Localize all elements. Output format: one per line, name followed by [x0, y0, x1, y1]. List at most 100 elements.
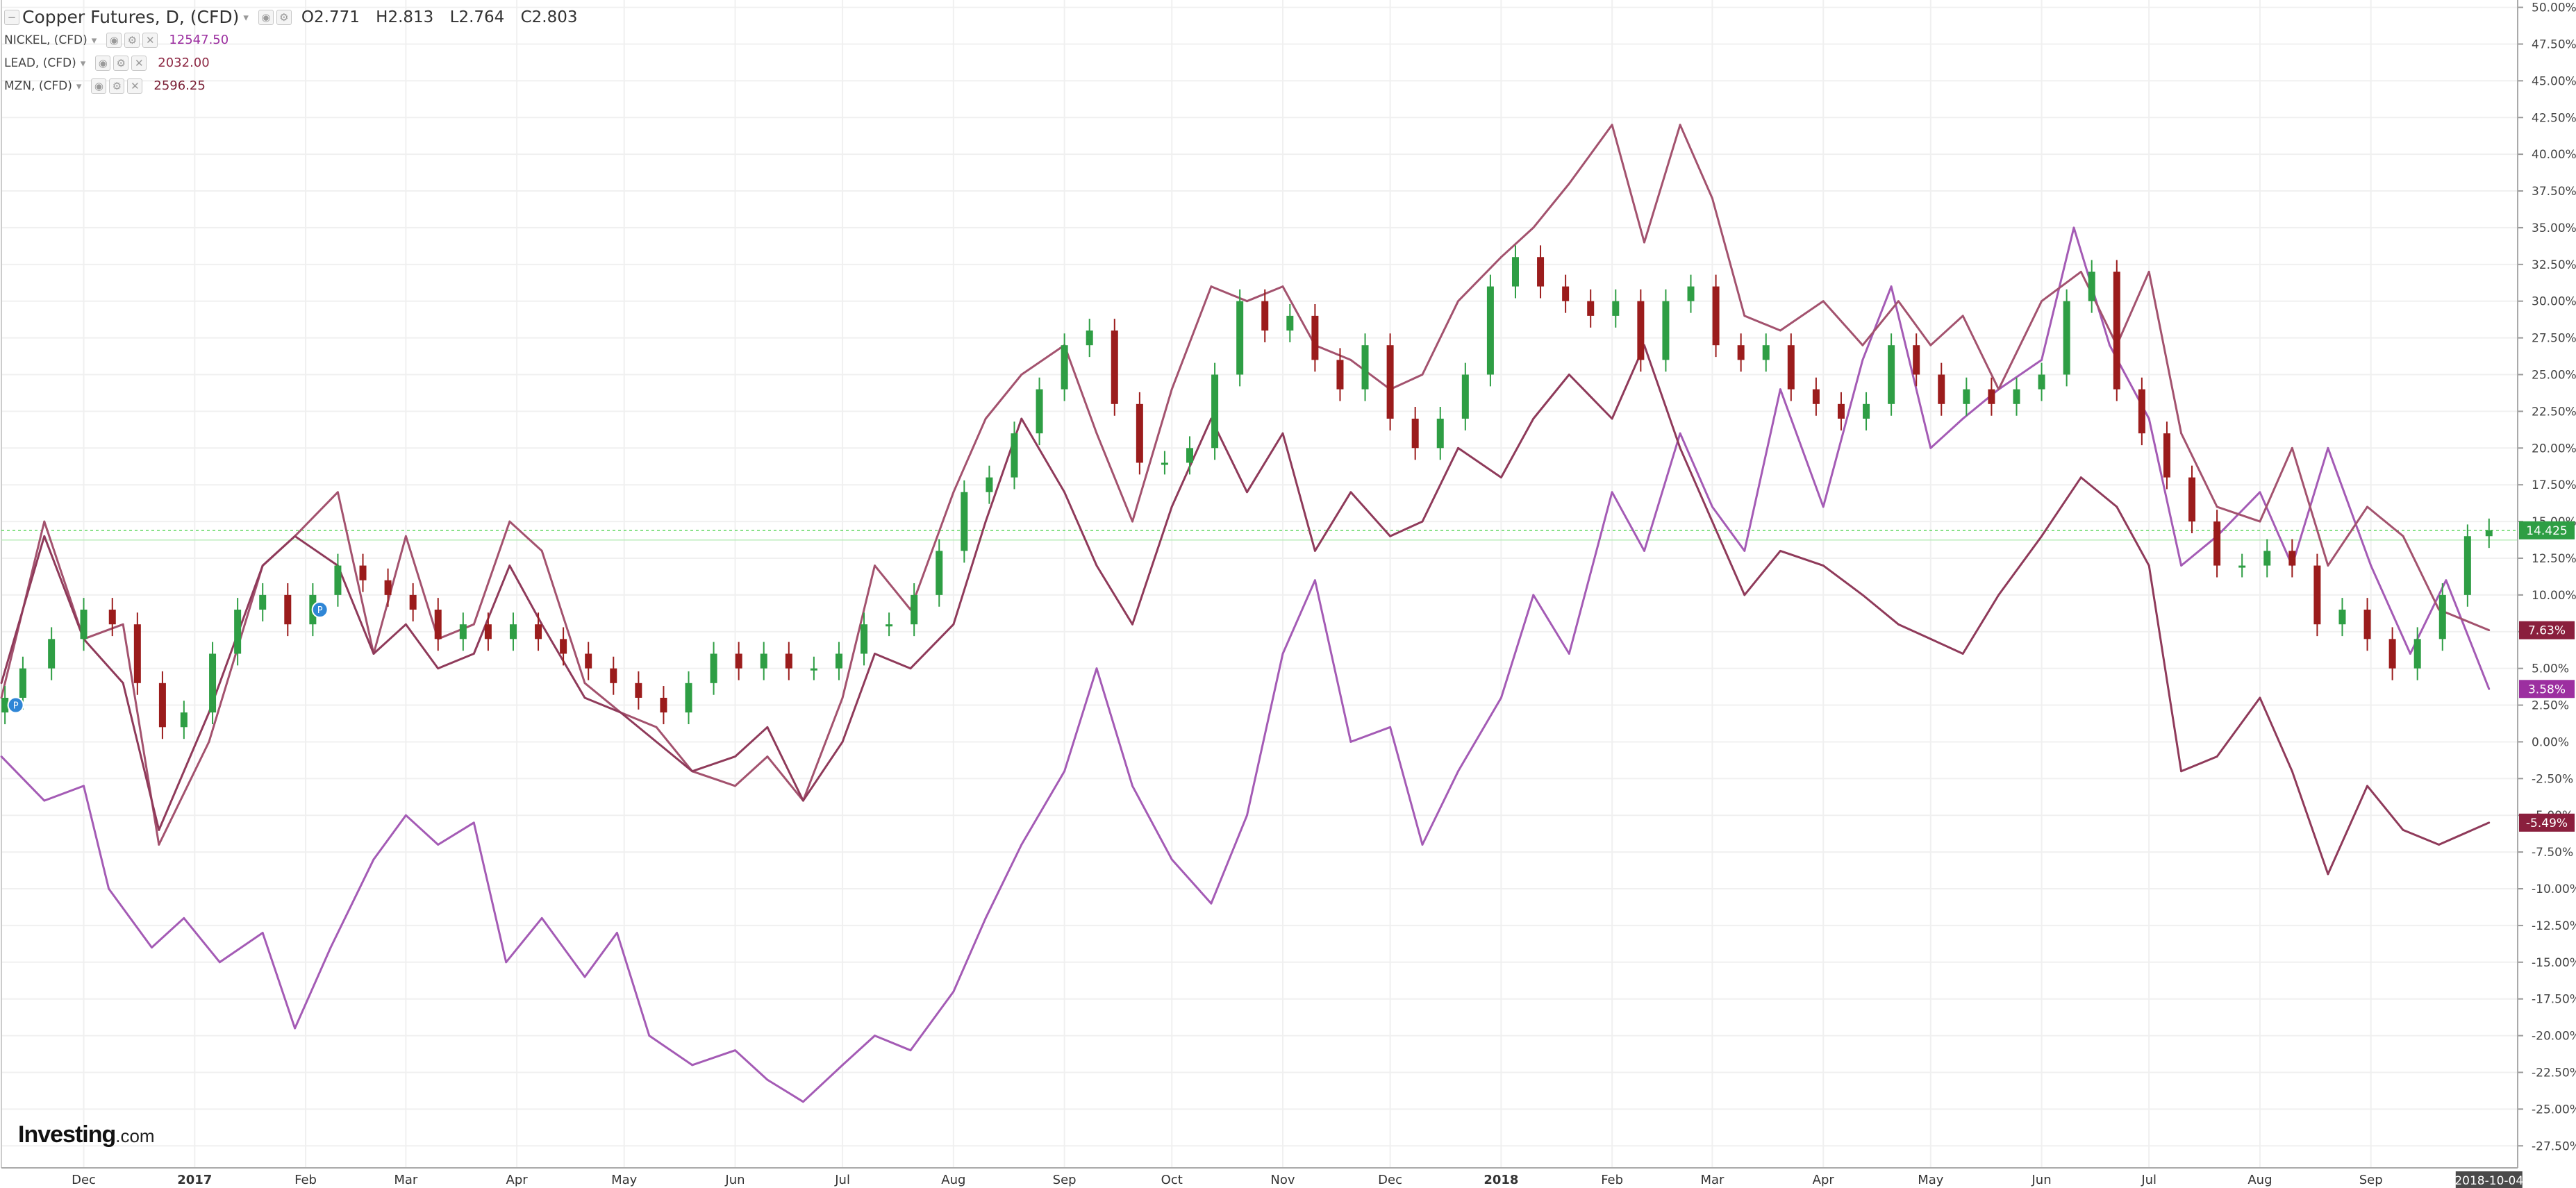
- candle-body[interactable]: [1061, 345, 1068, 390]
- mzn-symbol[interactable]: MZN, (CFD): [4, 78, 72, 93]
- candle-body[interactable]: [1988, 389, 1995, 404]
- candle-body[interactable]: [710, 653, 717, 683]
- candle-body[interactable]: [2338, 610, 2346, 625]
- eye-icon[interactable]: ◉: [258, 9, 274, 25]
- candle-body[interactable]: [2238, 565, 2246, 568]
- candle-body[interactable]: [911, 594, 918, 625]
- candle-body[interactable]: [2288, 551, 2296, 566]
- candle-body[interactable]: [986, 477, 993, 492]
- chevron-down-icon[interactable]: ▾: [80, 56, 86, 69]
- candle-body[interactable]: [80, 610, 88, 639]
- candle-body[interactable]: [384, 580, 392, 595]
- event-marker-icon[interactable]: [7, 696, 24, 714]
- legend-main-row[interactable]: − Copper Futures, D, (CFD) ▾ ◉ ⚙ O2.771 …: [4, 6, 589, 28]
- legend-row-lead[interactable]: LEAD, (CFD) ▾ ◉ ⚙ ✕ 2032.00: [4, 51, 589, 74]
- candle-body[interactable]: [610, 668, 617, 683]
- candle-body[interactable]: [1511, 257, 1519, 287]
- candle-body[interactable]: [2113, 271, 2120, 390]
- candle-body[interactable]: [1461, 374, 1469, 419]
- settings-icon[interactable]: ⚙: [276, 9, 292, 25]
- close-icon[interactable]: ✕: [127, 78, 143, 94]
- candle-body[interactable]: [1236, 301, 1244, 375]
- candle-body[interactable]: [1311, 315, 1319, 360]
- candle-body[interactable]: [2463, 536, 2471, 595]
- candle-body[interactable]: [1136, 403, 1143, 463]
- candle-body[interactable]: [1687, 286, 1695, 301]
- candle-body[interactable]: [1486, 286, 1494, 375]
- eye-icon[interactable]: ◉: [106, 32, 122, 48]
- candle-body[interactable]: [2485, 530, 2493, 537]
- candle-body[interactable]: [1036, 389, 1043, 434]
- candle-body[interactable]: [835, 653, 842, 669]
- candle-body[interactable]: [1787, 345, 1795, 390]
- candle-body[interactable]: [1, 697, 9, 713]
- candle-body[interactable]: [1361, 345, 1369, 390]
- main-symbol-title[interactable]: Copper Futures, D, (CFD): [22, 7, 240, 27]
- candle-body[interactable]: [158, 683, 166, 728]
- candle-body[interactable]: [810, 668, 817, 671]
- candle-body[interactable]: [936, 551, 943, 595]
- chevron-down-icon[interactable]: ▾: [243, 10, 249, 24]
- candle-body[interactable]: [1662, 301, 1670, 360]
- candle-body[interactable]: [1637, 301, 1645, 360]
- legend-row-nickel[interactable]: NICKEL, (CFD) ▾ ◉ ⚙ ✕ 12547.50: [4, 28, 589, 51]
- candle-body[interactable]: [2438, 594, 2446, 639]
- candle-body[interactable]: [1762, 345, 1770, 360]
- candle-body[interactable]: [560, 639, 567, 654]
- candle-body[interactable]: [2188, 477, 2196, 522]
- candle-body[interactable]: [660, 697, 667, 713]
- lead-symbol[interactable]: LEAD, (CFD): [4, 56, 76, 70]
- brand-logo[interactable]: Investing.com: [18, 1121, 155, 1148]
- event-marker-icon[interactable]: [311, 601, 329, 619]
- candle-body[interactable]: [1888, 345, 1895, 404]
- candle-body[interactable]: [1261, 301, 1269, 331]
- candle-body[interactable]: [1863, 403, 1870, 419]
- eye-icon[interactable]: ◉: [91, 78, 107, 94]
- candle-body[interactable]: [2213, 521, 2221, 566]
- candle-body[interactable]: [2163, 433, 2170, 478]
- settings-icon[interactable]: ⚙: [109, 78, 125, 94]
- candle-body[interactable]: [1186, 448, 1194, 463]
- settings-icon[interactable]: ⚙: [113, 55, 129, 71]
- candle-body[interactable]: [484, 624, 492, 639]
- collapse-icon[interactable]: −: [4, 9, 19, 25]
- candle-body[interactable]: [2313, 565, 2321, 625]
- close-icon[interactable]: ✕: [142, 32, 158, 48]
- candle-body[interactable]: [1562, 286, 1570, 301]
- y-axis[interactable]: 50.00% 47.50% 45.00% 42.50% 40.00% 37.50% 35.0…: [2517, 0, 2576, 1168]
- candle-body[interactable]: [1812, 389, 1820, 404]
- candle-body[interactable]: [1963, 389, 1970, 404]
- candle-body[interactable]: [760, 653, 767, 669]
- candle-body[interactable]: [180, 712, 188, 728]
- candle-body[interactable]: [1011, 433, 1018, 478]
- candle-body[interactable]: [1537, 257, 1545, 287]
- candle-body[interactable]: [509, 624, 517, 639]
- candle-body[interactable]: [2263, 551, 2271, 566]
- candle-body[interactable]: [2363, 610, 2371, 639]
- candle-body[interactable]: [635, 683, 642, 698]
- candle-body[interactable]: [209, 653, 217, 713]
- candle-body[interactable]: [861, 624, 868, 654]
- candle-body[interactable]: [1336, 360, 1344, 390]
- candle-body[interactable]: [434, 610, 442, 639]
- series-line-mzn[interactable]: [0, 344, 2490, 876]
- candle-body[interactable]: [259, 594, 267, 610]
- candle-body[interactable]: [409, 594, 417, 610]
- candle-body[interactable]: [2413, 639, 2421, 669]
- candle-body[interactable]: [2063, 301, 2070, 375]
- candle-body[interactable]: [735, 653, 742, 669]
- candle-body[interactable]: [2388, 639, 2396, 669]
- eye-icon[interactable]: ◉: [95, 55, 111, 71]
- candle-body[interactable]: [585, 653, 592, 669]
- x-axis[interactable]: Dec 2017 Feb Mar Apr May Jun Jul Aug Sep Oct Nov Dec…: [1, 1167, 2523, 1188]
- candle-body[interactable]: [1161, 462, 1168, 465]
- candle-body[interactable]: [535, 624, 542, 639]
- candle-body[interactable]: [284, 594, 292, 625]
- candle-body[interactable]: [1587, 301, 1595, 316]
- candle-body[interactable]: [108, 610, 116, 625]
- candle-body[interactable]: [1211, 374, 1219, 449]
- candle-body[interactable]: [48, 639, 56, 669]
- candle-body[interactable]: [1111, 331, 1118, 404]
